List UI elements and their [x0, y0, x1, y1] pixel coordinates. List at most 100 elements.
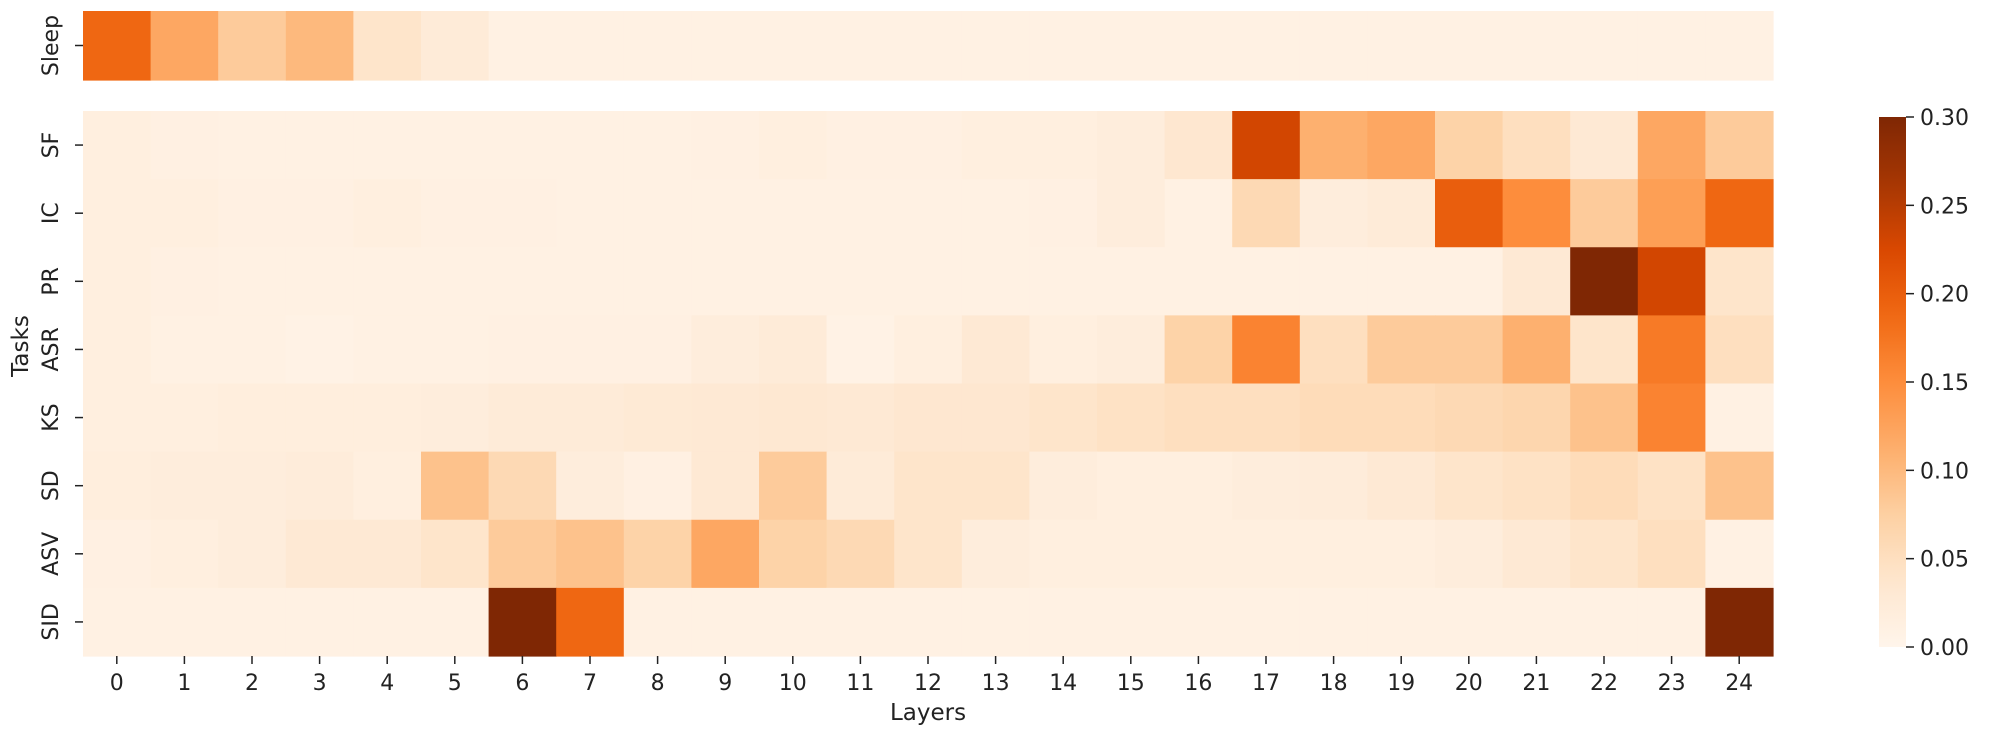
sleep-cell-sleep-3	[285, 11, 354, 81]
task-cell-ks-8	[623, 383, 692, 453]
y-tick-label-asv: ASV	[39, 532, 64, 576]
colorbar-tick-label-6: 0.30	[1920, 106, 1969, 131]
task-cell-asv-3	[285, 519, 354, 589]
sleep-cell-sleep-4	[353, 11, 422, 81]
task-cell-pr-3	[285, 247, 354, 316]
task-cell-sd-5	[421, 451, 490, 521]
task-cell-asr-15	[1097, 315, 1166, 385]
task-cell-ic-8	[623, 179, 692, 248]
y-tick-label-sleep: Sleep	[39, 15, 64, 76]
task-cell-asv-17	[1232, 519, 1301, 589]
task-cell-asv-4	[353, 519, 422, 589]
task-cell-asr-18	[1299, 315, 1368, 385]
x-tick-label-23: 23	[1658, 671, 1686, 696]
y-tick-label-asr: ASR	[39, 327, 64, 371]
task-cell-sf-4	[353, 111, 422, 180]
task-cell-sid-20	[1435, 587, 1504, 657]
task-cell-pr-6	[488, 247, 557, 316]
task-cell-sid-23	[1637, 587, 1706, 657]
sleep-cell-sleep-12	[894, 11, 963, 81]
colorbar-tick-label-2: 0.10	[1920, 459, 1969, 484]
y-tick-label-sid: SID	[39, 603, 64, 640]
task-cell-sid-16	[1164, 587, 1233, 657]
task-cell-asr-6	[488, 315, 557, 385]
task-cell-asr-21	[1502, 315, 1571, 385]
task-cell-sf-12	[894, 111, 963, 180]
task-cell-pr-10	[759, 247, 828, 316]
task-cell-asv-0	[83, 519, 152, 589]
task-cell-sd-21	[1502, 451, 1571, 521]
sleep-cell-sleep-13	[961, 11, 1030, 81]
sleep-cell-sleep-14	[1029, 11, 1098, 81]
x-tick-label-22: 22	[1590, 671, 1618, 696]
task-cell-asr-12	[894, 315, 963, 385]
x-tick-label-0: 0	[110, 671, 124, 696]
task-cell-asv-2	[218, 519, 287, 589]
sleep-cell-sleep-8	[623, 11, 692, 81]
task-cell-sd-14	[1029, 451, 1098, 521]
task-cell-ic-18	[1299, 179, 1368, 248]
task-cell-pr-9	[691, 247, 760, 316]
task-cell-sf-21	[1502, 111, 1571, 180]
task-cell-ic-7	[556, 179, 625, 248]
task-cell-asv-21	[1502, 519, 1571, 589]
task-cell-sf-11	[826, 111, 895, 180]
colorbar-tick-label-3: 0.15	[1920, 371, 1969, 396]
task-cell-sd-0	[83, 451, 152, 521]
task-cell-ks-24	[1705, 383, 1774, 453]
x-tick-label-21: 21	[1522, 671, 1550, 696]
task-cell-sd-20	[1435, 451, 1504, 521]
task-cell-asv-1	[150, 519, 219, 589]
task-cell-ks-19	[1367, 383, 1436, 453]
task-cell-sd-16	[1164, 451, 1233, 521]
x-tick-label-9: 9	[718, 671, 732, 696]
task-cell-sf-2	[218, 111, 287, 180]
task-cell-sd-19	[1367, 451, 1436, 521]
colorbar-tick-label-0: 0.00	[1920, 636, 1969, 661]
x-tick-label-17: 17	[1252, 671, 1280, 696]
task-cell-sid-4	[353, 587, 422, 657]
task-cell-ic-14	[1029, 179, 1098, 248]
task-cell-pr-18	[1299, 247, 1368, 316]
task-cell-ks-23	[1637, 383, 1706, 453]
sleep-cell-sleep-23	[1637, 11, 1706, 81]
x-tick-label-6: 6	[515, 671, 529, 696]
task-cell-pr-8	[623, 247, 692, 316]
task-cell-pr-2	[218, 247, 287, 316]
task-cell-sid-8	[623, 587, 692, 657]
task-cell-sid-7	[556, 587, 625, 657]
task-cell-sf-15	[1097, 111, 1166, 180]
task-cell-sd-17	[1232, 451, 1301, 521]
task-cell-ks-9	[691, 383, 760, 453]
x-axis-label: Layers	[890, 700, 966, 726]
task-cell-sd-22	[1570, 451, 1639, 521]
task-cell-ic-3	[285, 179, 354, 248]
task-cell-ks-21	[1502, 383, 1571, 453]
task-cell-sid-9	[691, 587, 760, 657]
task-cell-asr-7	[556, 315, 625, 385]
task-cell-sd-2	[218, 451, 287, 521]
task-cell-asv-9	[691, 519, 760, 589]
task-cell-pr-16	[1164, 247, 1233, 316]
task-cell-pr-20	[1435, 247, 1504, 316]
sleep-cell-sleep-21	[1502, 11, 1571, 81]
task-cell-pr-17	[1232, 247, 1301, 316]
x-tick-label-4: 4	[380, 671, 394, 696]
task-cell-sf-10	[759, 111, 828, 180]
task-cell-asv-19	[1367, 519, 1436, 589]
sleep-cell-sleep-2	[218, 11, 287, 81]
task-cell-sid-15	[1097, 587, 1166, 657]
task-cell-sd-13	[961, 451, 1030, 521]
x-tick-label-11: 11	[846, 671, 874, 696]
task-cell-ks-6	[488, 383, 557, 453]
task-cell-pr-19	[1367, 247, 1436, 316]
task-cell-ic-22	[1570, 179, 1639, 248]
task-cell-ic-10	[759, 179, 828, 248]
task-cell-sd-4	[353, 451, 422, 521]
task-cell-ic-23	[1637, 179, 1706, 248]
task-cell-pr-0	[83, 247, 152, 316]
task-cell-ic-4	[353, 179, 422, 248]
task-cell-ic-1	[150, 179, 219, 248]
task-cell-asr-13	[961, 315, 1030, 385]
task-cell-sf-1	[150, 111, 219, 180]
